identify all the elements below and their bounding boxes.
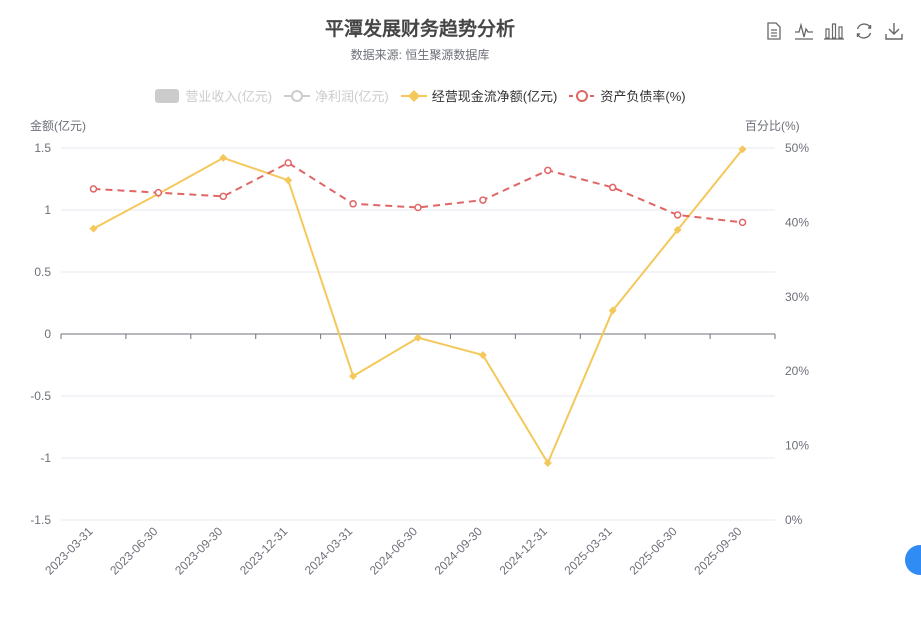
floating-action-button[interactable] xyxy=(905,545,921,575)
chart-subtitle: 数据来源: 恒生聚源数据库 xyxy=(350,48,490,62)
download-icon[interactable] xyxy=(883,20,905,42)
debt-ratio-point xyxy=(414,203,422,212)
legend-circle-dash-icon xyxy=(569,89,596,102)
legend-rect-icon xyxy=(155,88,180,103)
debt-ratio-point xyxy=(673,211,682,219)
debt-ratio-line xyxy=(93,161,743,224)
legend-label-operating-cash-flow: 经营现金流净额(亿元) xyxy=(431,89,558,104)
cash-flow-point xyxy=(284,176,293,185)
y-right-tick-label: 50% xyxy=(785,141,809,155)
cash-flow-line xyxy=(92,148,744,466)
debt-ratio-point xyxy=(219,192,228,201)
debt-ratio-point xyxy=(89,185,98,193)
y-right-tick-label: 0% xyxy=(785,513,803,527)
y-right-tick-label: 10% xyxy=(785,439,809,453)
cash-flow-point xyxy=(738,145,747,154)
legend-item-net-profit[interactable]: 净利润(亿元) xyxy=(284,86,389,105)
cash-flow-point xyxy=(608,306,617,315)
restore-icon[interactable] xyxy=(853,20,875,42)
chart-title: 平潭发展财务趋势分析 xyxy=(324,19,515,40)
cash-flow-point xyxy=(219,153,228,162)
cash-flow-point xyxy=(543,458,552,467)
debt-ratio-point xyxy=(154,188,163,197)
legend-circle-line-icon xyxy=(284,89,311,102)
debt-ratio-point xyxy=(544,166,552,175)
x-tick-label: 2025-09-30 xyxy=(691,524,745,578)
line-chart-icon[interactable] xyxy=(793,20,815,42)
x-tick-label: 2024-03-31 xyxy=(302,524,356,578)
y-axis-right-name: 百分比(%) xyxy=(745,119,800,133)
x-tick-label: 2023-09-30 xyxy=(172,524,226,578)
y-left-tick-label: -0.5 xyxy=(30,389,51,403)
legend-diamond-line-icon xyxy=(400,89,427,102)
y-left-tick-label: 1 xyxy=(44,203,51,217)
y-axis-left-name: 金额(亿元) xyxy=(30,119,86,133)
debt-ratio-point xyxy=(479,196,487,204)
y-right-tick-label: 20% xyxy=(785,364,809,378)
legend-label-revenue: 营业收入(亿元) xyxy=(185,89,273,104)
legend-item-debt-ratio[interactable]: 资产负债率(%) xyxy=(569,86,686,105)
x-tick-label: 2025-03-31 xyxy=(562,524,616,578)
data-view-icon[interactable] xyxy=(763,20,785,42)
cash-flow-point xyxy=(349,372,358,381)
legend-label-net-profit: 净利润(亿元) xyxy=(315,89,389,104)
debt-ratio-point xyxy=(349,200,357,208)
x-tick-label: 2024-06-30 xyxy=(367,524,421,578)
cash-flow-point xyxy=(673,225,682,234)
x-tick-label: 2025-06-30 xyxy=(626,524,680,578)
x-tick-label: 2023-03-31 xyxy=(42,524,96,578)
y-left-tick-label: -1.5 xyxy=(30,513,51,527)
legend: 营业收入(亿元) 净利润(亿元) 经营现金流净额(亿元) 资产负债率(%) xyxy=(0,86,840,105)
x-tick-label: 2024-09-30 xyxy=(432,524,486,578)
legend-item-operating-cash-flow[interactable]: 经营现金流净额(亿元) xyxy=(400,86,558,105)
y-right-tick-label: 30% xyxy=(785,290,809,304)
cash-flow-point xyxy=(478,351,487,360)
y-right-tick-label: 40% xyxy=(785,215,809,229)
legend-label-debt-ratio: 资产负债率(%) xyxy=(600,89,686,104)
toolbox xyxy=(763,20,905,42)
x-tick-label: 2024-12-31 xyxy=(497,524,551,578)
y-left-tick-label: 1.5 xyxy=(34,141,51,155)
debt-ratio-point xyxy=(284,159,292,167)
y-left-tick-label: 0.5 xyxy=(34,265,51,279)
legend-item-revenue[interactable]: 营业收入(亿元) xyxy=(154,86,272,105)
y-left-tick-label: -1 xyxy=(40,451,51,465)
debt-ratio-point xyxy=(738,218,747,227)
cash-flow-point xyxy=(89,224,98,233)
cash-flow-point xyxy=(414,333,422,342)
y-left-tick-label: 0 xyxy=(44,327,51,341)
x-tick-label: 2023-12-31 xyxy=(237,524,291,578)
bar-chart-icon[interactable] xyxy=(823,20,845,42)
debt-ratio-point xyxy=(608,183,617,192)
x-tick-label: 2023-06-30 xyxy=(107,524,161,578)
